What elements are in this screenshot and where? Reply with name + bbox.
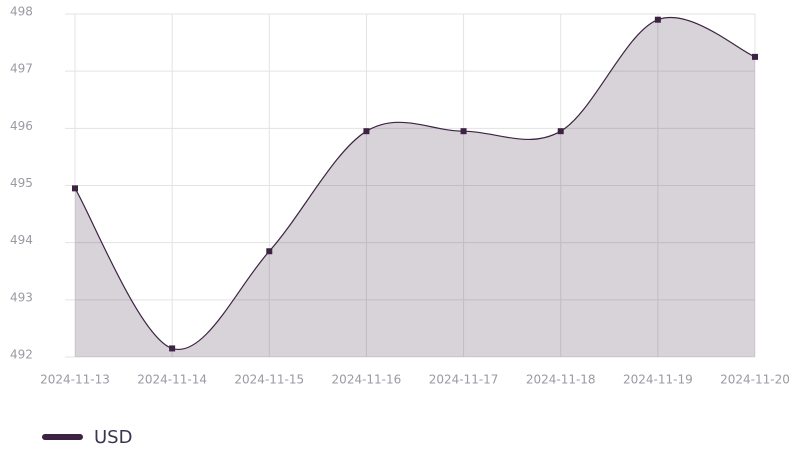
- area: [75, 17, 755, 358]
- point: [752, 53, 758, 60]
- x-tick-label: 2024-11-15: [234, 373, 304, 387]
- point: [266, 248, 273, 255]
- x-tick-label: 2024-11-16: [332, 373, 402, 387]
- x-tick-label: 2024-11-14: [137, 373, 207, 387]
- x-tick-label: 2024-11-19: [623, 373, 693, 387]
- point: [654, 16, 661, 23]
- y-tick-label: 495: [10, 176, 33, 190]
- y-tick-label: 496: [10, 119, 33, 133]
- y-tick-label: 494: [10, 233, 33, 247]
- y-tick-label: 498: [10, 5, 33, 19]
- y-tick-label: 493: [10, 290, 33, 304]
- legend-label: USD: [94, 427, 132, 448]
- y-tick-label: 492: [10, 348, 33, 362]
- point: [363, 128, 370, 135]
- x-tick-label: 2024-11-18: [526, 373, 596, 387]
- point: [557, 128, 564, 135]
- point: [72, 185, 78, 192]
- point: [169, 345, 176, 352]
- x-tick-label: 2024-11-13: [40, 373, 110, 387]
- y-tick-label: 497: [10, 62, 33, 76]
- x-tick-label: 2024-11-17: [429, 373, 499, 387]
- point: [460, 128, 467, 135]
- x-tick-label: 2024-11-20: [720, 373, 790, 387]
